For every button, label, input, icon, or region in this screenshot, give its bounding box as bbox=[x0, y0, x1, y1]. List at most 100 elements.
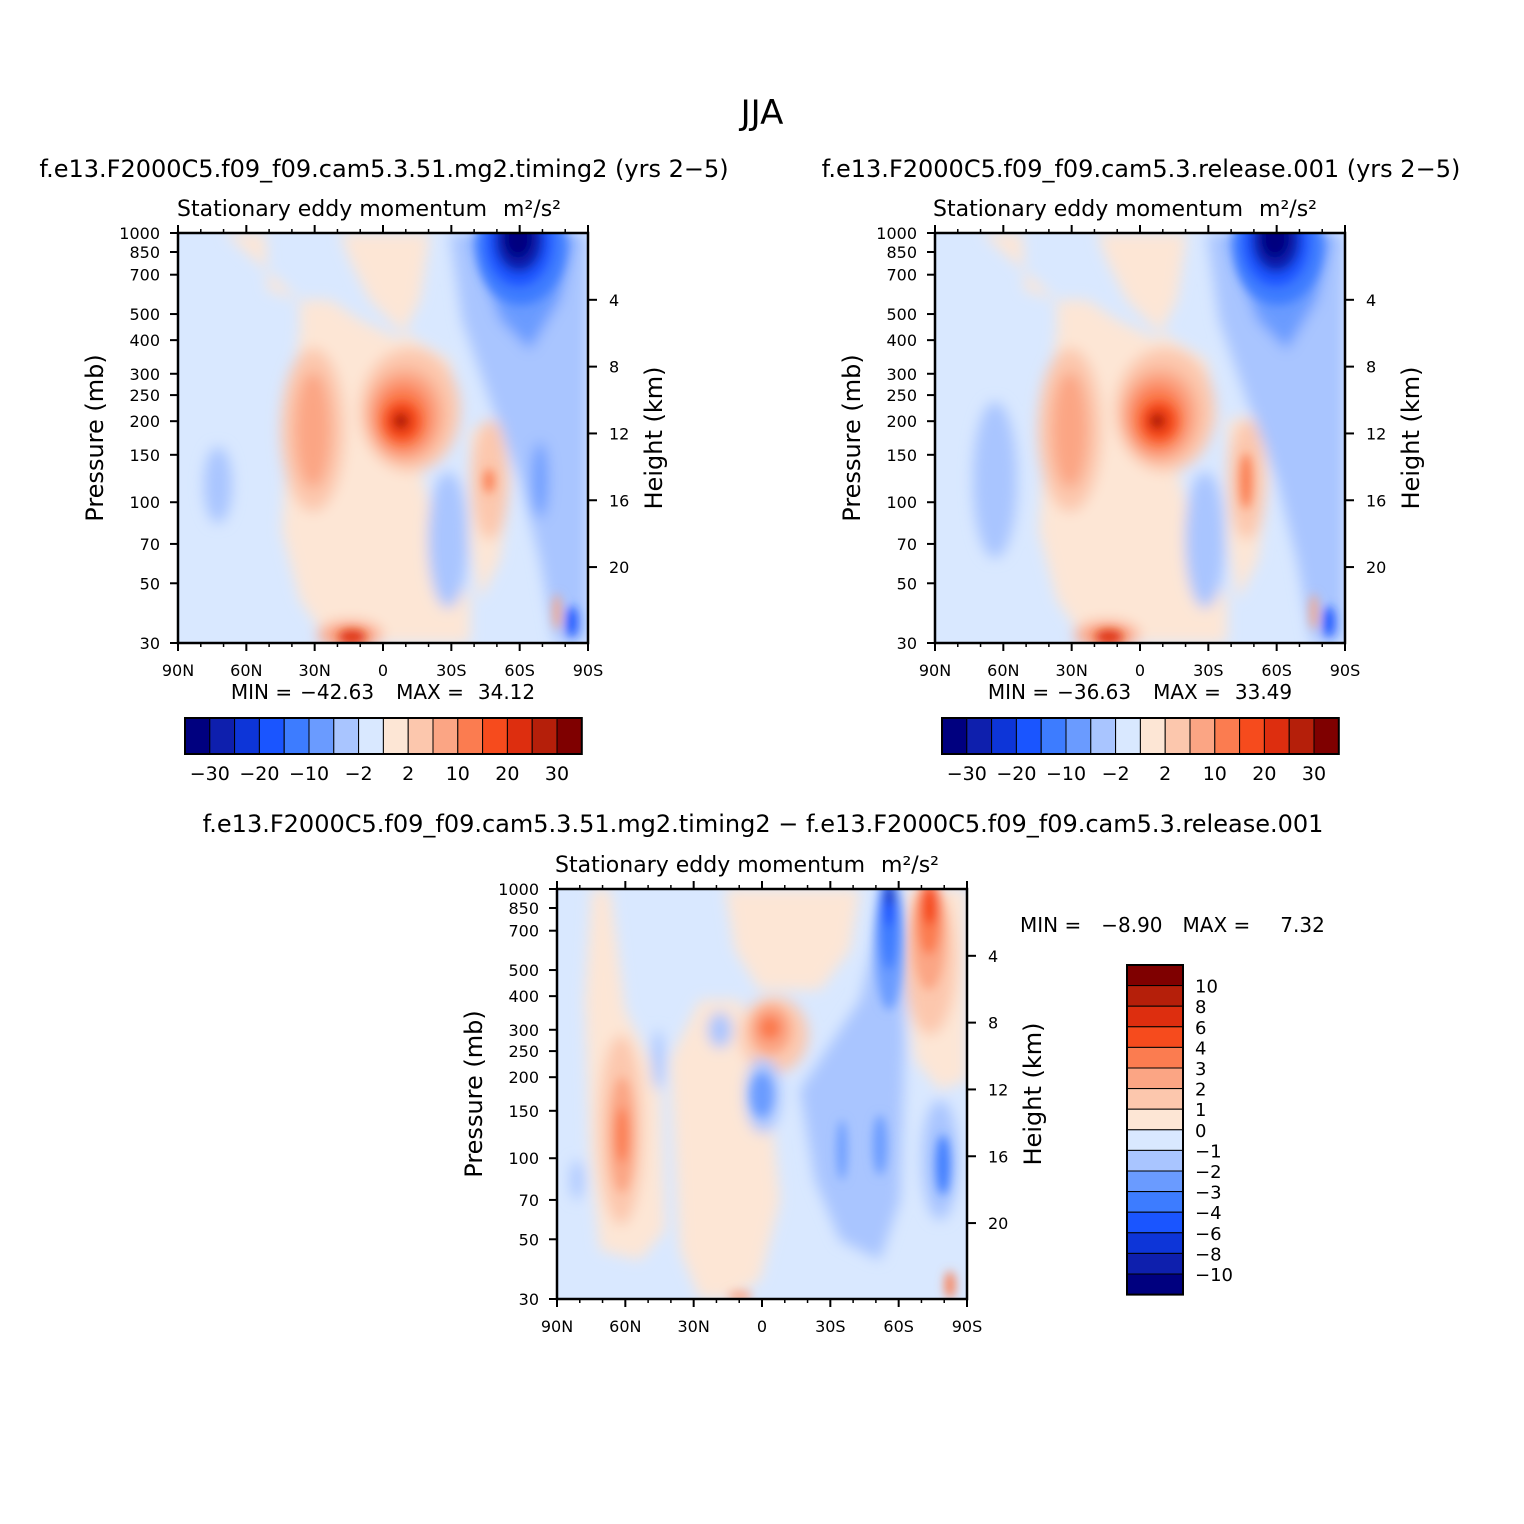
field-shading bbox=[1323, 606, 1335, 638]
y-tick-label: 150 bbox=[508, 1102, 539, 1121]
height-tick-label: 4 bbox=[1366, 291, 1376, 310]
height-tick-label: 12 bbox=[609, 424, 629, 443]
x-tick-label: 30S bbox=[1193, 661, 1224, 680]
colorbar-box bbox=[1126, 1252, 1184, 1275]
colorbar-box bbox=[556, 717, 583, 755]
panel-1-case-title: f.e13.F2000C5.f09_f09.cam5.3.51.mg2.timi… bbox=[39, 155, 728, 183]
y-tick-label: 50 bbox=[897, 574, 917, 593]
panel-1-axes: 3050701001502002503004005007008501000481… bbox=[119, 224, 629, 680]
height-tick-label: 20 bbox=[609, 558, 629, 577]
x-tick-label: 60N bbox=[609, 1317, 641, 1336]
y-tick-label: 250 bbox=[129, 386, 160, 405]
height-tick-label: 16 bbox=[609, 491, 629, 510]
y-tick-label: 30 bbox=[519, 1290, 539, 1309]
y-tick-label: 700 bbox=[886, 266, 917, 285]
field-shading bbox=[1152, 416, 1162, 426]
colorbar-box bbox=[1189, 717, 1216, 755]
x-tick-label: 60N bbox=[987, 661, 1019, 680]
field-shading bbox=[295, 372, 331, 488]
panel-2-case-title: f.e13.F2000C5.f09_f09.cam5.3.release.001… bbox=[822, 155, 1461, 183]
x-tick-label: 90N bbox=[162, 661, 194, 680]
colorbar-box bbox=[482, 717, 508, 755]
panel-3-plot-area bbox=[555, 887, 969, 1301]
y-tick-label: 400 bbox=[508, 987, 539, 1006]
colorbar-box bbox=[966, 717, 993, 755]
colorbar-box bbox=[1164, 717, 1191, 755]
colorbar-box bbox=[1040, 717, 1067, 755]
colorbar-box bbox=[382, 717, 409, 755]
panel-1-plot-area bbox=[176, 231, 590, 645]
y-tick-label: 1000 bbox=[876, 224, 917, 243]
colorbar-label: −10 bbox=[289, 763, 329, 785]
colorbar-label: −8 bbox=[1195, 1244, 1222, 1265]
field-shading bbox=[982, 233, 1227, 643]
colorbar-label: 2 bbox=[1159, 763, 1171, 785]
colorbar-box bbox=[1015, 717, 1042, 755]
y-tick-label: 200 bbox=[129, 412, 160, 431]
x-tick-label: 90S bbox=[952, 1317, 983, 1336]
colorbar-box bbox=[1126, 1191, 1184, 1213]
height-tick-label: 16 bbox=[1366, 491, 1386, 510]
colorbar-label: −30 bbox=[947, 763, 987, 785]
colorbar-label: 10 bbox=[1195, 977, 1218, 998]
panel-1-subtitle: Stationary eddy momentum m²/s² bbox=[177, 197, 561, 222]
colorbar-box bbox=[506, 717, 533, 755]
field-shading bbox=[1052, 372, 1088, 488]
field-shading bbox=[873, 1115, 887, 1175]
colorbar-box bbox=[1126, 1149, 1184, 1172]
colorbar-label: 30 bbox=[1302, 763, 1326, 785]
colorbar-label: −2 bbox=[1102, 763, 1130, 785]
panel-1-colorbar: −30 −20 −10 −2 2 10 20 30 bbox=[184, 717, 583, 785]
colorbar-box bbox=[1126, 1026, 1184, 1048]
colorbar-box bbox=[941, 717, 968, 755]
colorbar-label: −2 bbox=[345, 763, 373, 785]
field-shading bbox=[945, 1271, 955, 1299]
x-tick-label: 90S bbox=[1330, 661, 1361, 680]
height-tick-label: 16 bbox=[988, 1147, 1008, 1166]
y-tick-label: 250 bbox=[508, 1042, 539, 1061]
colorbar-box bbox=[1115, 717, 1141, 755]
panel-1-minmax: MIN = −42.63 MAX = 34.12 bbox=[231, 680, 535, 704]
height-tick-label: 8 bbox=[1366, 358, 1376, 377]
y-tick-label: 70 bbox=[140, 535, 160, 554]
field-shading bbox=[1261, 233, 1289, 258]
y-tick-label: 100 bbox=[129, 493, 160, 512]
field-shading bbox=[728, 1291, 752, 1299]
colorbar-box bbox=[358, 717, 384, 755]
y-tick-label: 100 bbox=[508, 1149, 539, 1168]
y-tick-label: 30 bbox=[897, 634, 917, 653]
y-tick-label: 70 bbox=[897, 535, 917, 554]
colorbar-box bbox=[432, 717, 459, 755]
colorbar-label: 2 bbox=[402, 763, 414, 785]
colorbar-label: 10 bbox=[1203, 763, 1227, 785]
field-shading bbox=[1185, 472, 1225, 608]
colorbar-box bbox=[1126, 1046, 1184, 1069]
colorbar-box bbox=[1126, 1170, 1184, 1193]
y-tick-label: 850 bbox=[129, 243, 160, 262]
colorbar-box bbox=[1214, 717, 1241, 755]
colorbar-label: 0 bbox=[1195, 1121, 1206, 1142]
y-tick-label: 70 bbox=[519, 1191, 539, 1210]
panel-3-ylabel-right: Height (km) bbox=[1019, 1023, 1047, 1166]
panel-3-axes: 3050701001502002503004005007008501000481… bbox=[498, 880, 1008, 1336]
field-shading bbox=[1095, 630, 1123, 643]
field-shading bbox=[566, 606, 578, 638]
panel-2: f.e13.F2000C5.f09_f09.cam5.3.release.001… bbox=[822, 155, 1461, 785]
colorbar-box bbox=[1263, 717, 1290, 755]
y-tick-label: 1000 bbox=[119, 224, 160, 243]
colorbar-box bbox=[209, 717, 236, 755]
colorbar-box bbox=[184, 717, 211, 755]
height-tick-label: 8 bbox=[609, 358, 619, 377]
field-shading bbox=[1310, 594, 1318, 630]
y-tick-label: 50 bbox=[519, 1230, 539, 1249]
height-tick-label: 20 bbox=[1366, 558, 1386, 577]
colorbar-frame bbox=[184, 717, 583, 755]
field-shading bbox=[571, 1160, 583, 1200]
colorbar-box bbox=[283, 717, 310, 755]
x-tick-label: 60S bbox=[883, 1317, 914, 1336]
colorbar-label: 8 bbox=[1195, 997, 1206, 1018]
panel-1: f.e13.F2000C5.f09_f09.cam5.3.51.mg2.timi… bbox=[39, 155, 728, 785]
panel-3: f.e13.F2000C5.f09_f09.cam5.3.51.mg2.timi… bbox=[203, 810, 1325, 1336]
panel-2-axes: 3050701001502002503004005007008501000481… bbox=[876, 224, 1386, 680]
